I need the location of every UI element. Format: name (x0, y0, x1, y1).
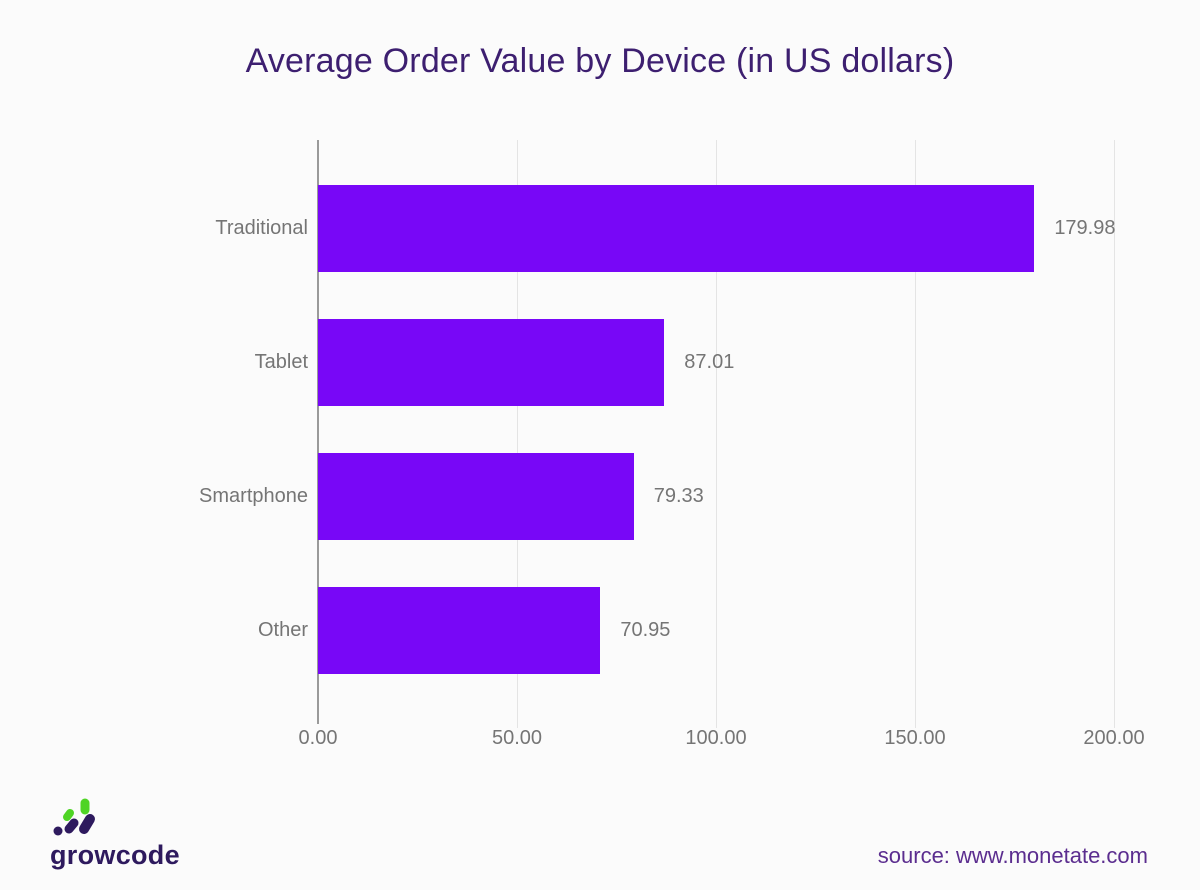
category-label: Traditional (215, 217, 308, 239)
gridline (716, 140, 717, 728)
bar-row: Smartphone 79.33 (199, 453, 1114, 540)
x-tick-label: 200.00 (1083, 727, 1145, 749)
gridline (915, 140, 916, 728)
category-label: Tablet (254, 351, 308, 373)
bar-row: Traditional 179.98 (215, 185, 1116, 272)
category-label: Other (257, 619, 308, 641)
bar-smartphone (318, 453, 634, 540)
bar-row: Other 70.95 (258, 587, 1114, 674)
category-label: Smartphone (199, 485, 308, 507)
bar-other (318, 587, 601, 674)
bar-row: Tablet 87.01 (255, 319, 1114, 406)
value-label: 87.01 (684, 351, 735, 373)
x-tick-label: 50.00 (491, 727, 543, 749)
value-label: 70.95 (620, 619, 671, 641)
bar-traditional (318, 185, 1035, 272)
growcode-logo-icon (53, 798, 95, 836)
y-axis-line (317, 140, 319, 724)
x-tick-label: 150.00 (884, 727, 946, 749)
x-tick-label: 0.00 (298, 727, 338, 749)
growcode-logo: growcode (50, 798, 210, 871)
x-axis: 0.00 50.00 100.00 150.00 200.00 (299, 727, 1145, 757)
x-tick-label: 100.00 (685, 727, 747, 749)
chart-title: Average Order Value by Device (in US dol… (245, 42, 955, 80)
gridline (517, 140, 518, 728)
value-label: 179.98 (1054, 217, 1116, 239)
growcode-wordmark: growcode (50, 840, 180, 870)
bar-tablet (318, 319, 665, 406)
plot-area: Traditional 179.98 Tablet 87.01 Smartphone 79… (199, 140, 1116, 728)
gridline (1114, 140, 1115, 728)
source-attribution: source: www.monetate.com (877, 843, 1148, 868)
value-label: 79.33 (653, 485, 704, 507)
